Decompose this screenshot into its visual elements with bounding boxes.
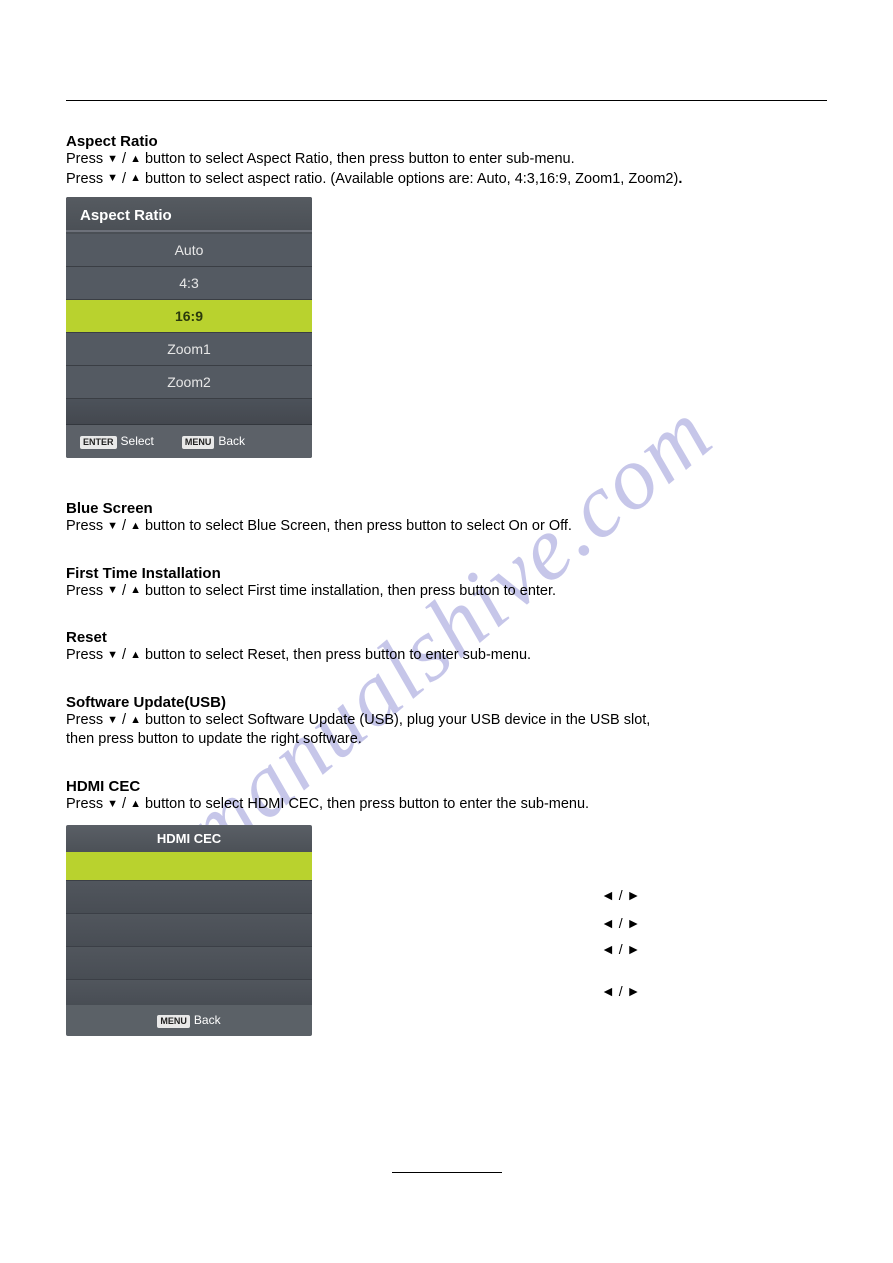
down-arrow-icon: ▼: [107, 797, 118, 812]
down-arrow-icon: ▼: [107, 171, 118, 186]
menu-item-zoom2[interactable]: Zoom2: [66, 366, 312, 399]
text-fragment: button to select Blue Screen, then press…: [141, 518, 572, 534]
footer-back: MENUBack: [182, 434, 245, 449]
footer-back-label: Back: [218, 434, 245, 448]
up-arrow-icon: ▲: [130, 171, 141, 186]
up-arrow-icon: ▲: [130, 152, 141, 167]
first-time-text: Press ▼ / ▲ button to select First time …: [66, 582, 827, 602]
down-arrow-icon: ▼: [107, 583, 118, 598]
heading-blue-screen: Blue Screen: [66, 500, 827, 517]
text-fragment: button to select HDMI CEC, then press bu…: [141, 796, 589, 812]
menu-item-auto[interactable]: Auto: [66, 234, 312, 267]
menu-title: Aspect Ratio: [66, 197, 312, 230]
heading-aspect-ratio: Aspect Ratio: [66, 133, 827, 150]
footer-select-label: Select: [121, 434, 154, 448]
menu-item-4-3[interactable]: 4:3: [66, 267, 312, 300]
footer-select: ENTER Select: [80, 434, 154, 449]
text-fragment: button to select First time installation…: [141, 583, 556, 599]
heading-first-time: First Time Installation: [66, 565, 827, 582]
text-fragment: Press: [66, 647, 107, 663]
menu-divider: [66, 230, 312, 232]
left-right-arrows: ◄ / ►: [601, 941, 640, 957]
left-right-arrows: ◄ / ►: [601, 915, 640, 931]
text-fragment: Press: [66, 171, 107, 187]
text-fragment: button to select Software Update (USB), …: [141, 712, 650, 728]
aspect-ratio-text-1: Press ▼ / ▲ button to select Aspect Rati…: [66, 150, 827, 170]
bottom-divider: [392, 1172, 502, 1173]
text-fragment: Press: [66, 583, 107, 599]
hdmi-menu-row[interactable]: [66, 880, 312, 913]
text-fragment: Press: [66, 796, 107, 812]
top-divider: [66, 100, 827, 101]
text-fragment: button to select Aspect Ratio, then pres…: [141, 151, 575, 167]
menu-item-zoom1[interactable]: Zoom1: [66, 333, 312, 366]
hdmi-menu-row[interactable]: [66, 913, 312, 946]
text-fragment: .: [678, 171, 682, 187]
hdmi-footer-back-label: Back: [194, 1013, 221, 1027]
heading-hdmi-cec: HDMI CEC: [66, 778, 827, 795]
hdmi-menu-footer: MENU Back: [66, 1005, 312, 1036]
hdmi-menu-row[interactable]: [66, 979, 312, 1005]
menu-key-icon: MENU: [157, 1015, 190, 1028]
text-fragment: button to select aspect ratio. (Availabl…: [141, 171, 678, 187]
software-text-1: Press ▼ / ▲ button to select Software Up…: [66, 711, 827, 731]
down-arrow-icon: ▼: [107, 519, 118, 534]
text-fragment: Press: [66, 151, 107, 167]
document-page: Aspect Ratio Press ▼ / ▲ button to selec…: [0, 0, 893, 1036]
menu-item-16-9[interactable]: 16:9: [66, 300, 312, 333]
hdmi-text: Press ▼ / ▲ button to select HDMI CEC, t…: [66, 795, 827, 815]
enter-key-icon: ENTER: [80, 436, 117, 449]
left-right-arrows: ◄ / ►: [601, 887, 640, 903]
down-arrow-icon: ▼: [107, 713, 118, 728]
menu-footer: ENTER Select MENUBack: [66, 425, 312, 458]
left-right-arrows: ◄ / ►: [601, 983, 640, 999]
up-arrow-icon: ▲: [130, 519, 141, 534]
down-arrow-icon: ▼: [107, 152, 118, 167]
software-text-2: then press button to update the right so…: [66, 730, 827, 750]
text-fragment: Press: [66, 518, 107, 534]
down-arrow-icon: ▼: [107, 648, 118, 663]
heading-reset: Reset: [66, 629, 827, 646]
menu-spacer: [66, 399, 312, 425]
up-arrow-icon: ▲: [130, 797, 141, 812]
text-fragment: button to select Reset, then press butto…: [141, 647, 531, 663]
text-fragment: Press: [66, 712, 107, 728]
up-arrow-icon: ▲: [130, 713, 141, 728]
menu-key-icon: MENU: [182, 436, 215, 449]
hdmi-cec-menu: HDMI CEC MENU Back: [66, 825, 312, 1036]
blue-screen-text: Press ▼ / ▲ button to select Blue Screen…: [66, 517, 827, 537]
hdmi-menu-title: HDMI CEC: [66, 825, 312, 852]
aspect-ratio-text-2: Press ▼ / ▲ button to select aspect rati…: [66, 170, 827, 190]
up-arrow-icon: ▲: [130, 583, 141, 598]
aspect-ratio-menu: Aspect Ratio Auto 4:3 16:9 Zoom1 Zoom2 E…: [66, 197, 312, 458]
heading-software-update: Software Update(USB): [66, 694, 827, 711]
reset-text: Press ▼ / ▲ button to select Reset, then…: [66, 646, 827, 666]
up-arrow-icon: ▲: [130, 648, 141, 663]
hdmi-menu-selected-row[interactable]: [66, 852, 312, 880]
hdmi-menu-row[interactable]: [66, 946, 312, 979]
